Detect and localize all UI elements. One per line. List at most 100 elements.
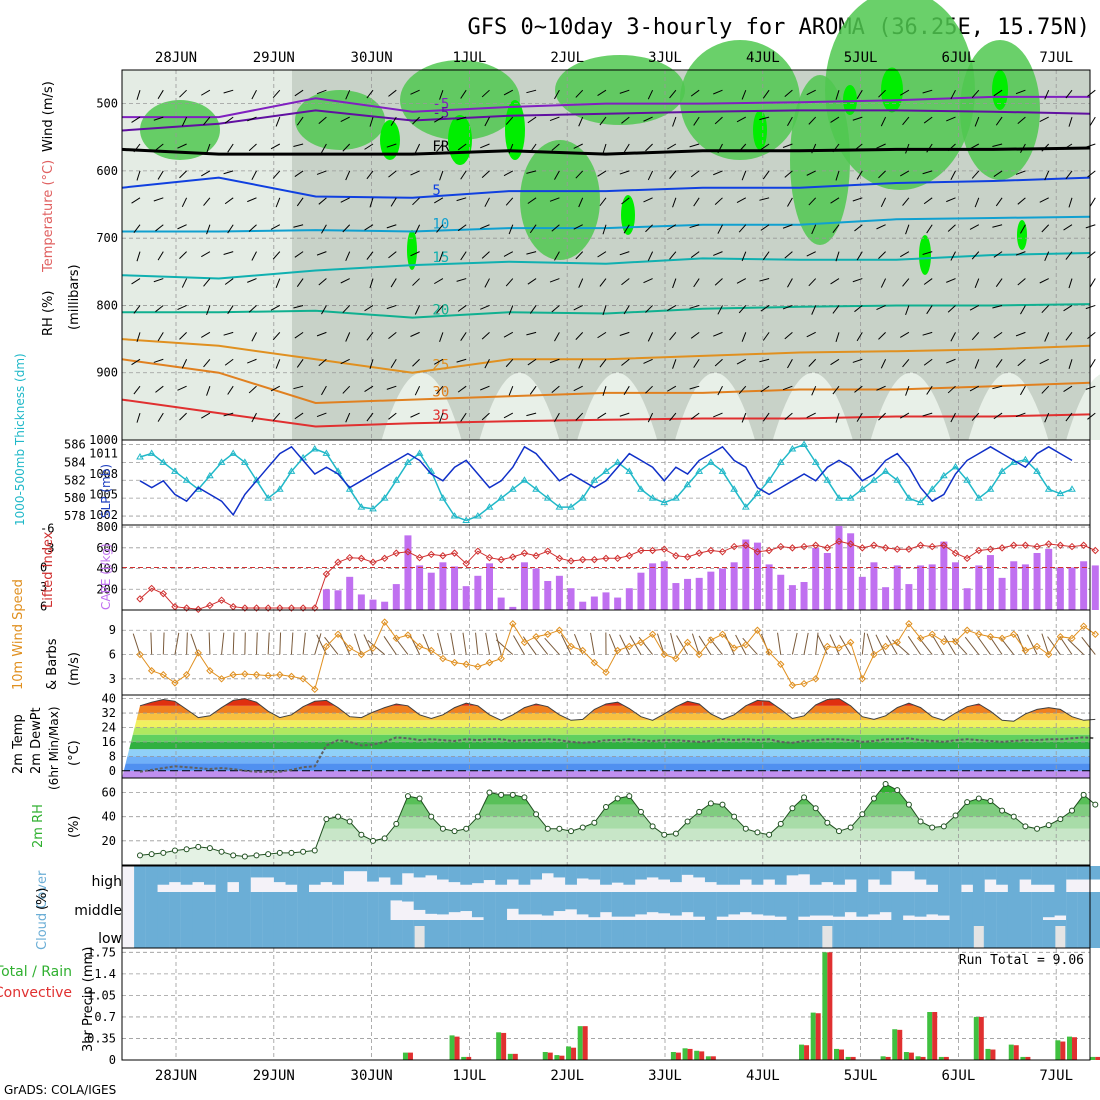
wind-barb [575,332,584,340]
wind-barb [1020,224,1026,234]
wind-barb [623,143,630,153]
rh-marker [964,799,971,806]
wind-barb [481,251,490,259]
li-marker [1091,546,1100,555]
wind-barb [460,412,467,422]
li-marker [718,548,727,556]
thickness-marker [555,503,564,510]
wind-barb [995,116,1003,126]
cloud-middle-bar [157,892,170,920]
wind-barb [223,412,234,417]
wind-barb [1068,359,1073,369]
cloud-high-bar [192,866,205,883]
wind10m-marker [637,638,645,647]
temp-band [122,734,1090,742]
rh-marker [463,825,470,832]
li-marker [893,545,901,553]
wind-barb [155,224,164,232]
rh-ytick: 40 [102,810,116,824]
rh-marker [626,793,633,800]
li-marker [276,604,284,612]
cloud-low-bar [868,920,880,948]
cloud-middle-bar [926,892,939,915]
thickness-marker [357,503,366,510]
wind-barb [155,305,164,313]
thickness-marker [1068,485,1076,492]
wind10m-marker [683,638,692,647]
thickness-marker [963,476,972,483]
wind-barb [876,304,886,311]
wind-barb [436,224,444,233]
thickness-marker [660,498,669,506]
wind-barb [902,197,910,206]
cloud-low-bar [1007,920,1020,948]
wind-barb [689,385,700,390]
thickness-marker [730,485,739,492]
cape-ytick: 400 [96,562,118,576]
wind-barb [526,170,537,174]
cape-bar [427,572,435,610]
wind-barb [251,251,257,261]
rh-marker [195,843,202,850]
cloud-high-bar [786,866,799,876]
wind-barb [714,116,723,125]
wind10m-barb [803,632,809,655]
wind-barb [388,89,397,97]
li-label: Lifted Index [41,531,56,608]
cloud-high-bar [833,866,845,885]
wind-barb [481,89,490,98]
rh-marker [544,825,551,832]
wind-barb [133,143,141,153]
cloud-high-bar [215,866,228,892]
wind-barb [456,278,467,282]
wind-barb [340,278,350,284]
li-marker [509,553,517,561]
wind-barb [1044,170,1050,181]
wind-barb [947,224,956,232]
wind-barb [923,358,933,366]
wind10m-barb [363,634,374,655]
wind-barb [1087,170,1096,178]
wind-barb [922,412,933,417]
upper-ytick: 800 [96,298,118,312]
wind-barb [270,305,281,311]
cape-bar [858,576,866,610]
rh-marker [439,825,446,832]
wind-barb [969,143,980,150]
wind-barb [157,89,164,99]
cloud-middle-bar [972,892,985,920]
cloud-middle-bar [367,892,379,920]
cloud-middle-bar [553,892,566,912]
cloud-low-bar [961,920,974,948]
cloud-high-bar [530,866,542,880]
wind-barb [345,89,351,100]
wind10m-marker [450,658,459,667]
li-marker [357,554,366,563]
precip-conv-bar [815,1013,821,1060]
wind-barb [578,278,584,288]
thickness-marker [939,471,948,479]
rh-marker [311,847,318,854]
wind-barb [832,305,840,314]
wind-barb [296,358,304,368]
rh-marker [451,828,458,835]
cloud-low-bar [763,920,775,948]
cloud-middle-bar [530,892,542,915]
wind-barb [922,331,933,336]
wind-barb [922,251,933,255]
li-ytick: -6 [40,521,54,535]
wind-barb [830,116,840,123]
cloud-low-bar [460,920,473,948]
cloud-middle-bar [716,892,729,917]
wind10m-barb [560,634,572,655]
li-ytick: -3 [40,541,54,555]
cape-bar [917,565,925,610]
wind-barb [248,385,257,394]
contour-label: 10 [432,216,449,232]
contour-8 [121,358,1091,405]
li-marker [846,540,855,548]
cloud-middle-bar [1054,892,1067,916]
thickness-marker [846,494,855,501]
wind-barb [153,278,164,283]
cape-ytick: 600 [96,541,118,555]
